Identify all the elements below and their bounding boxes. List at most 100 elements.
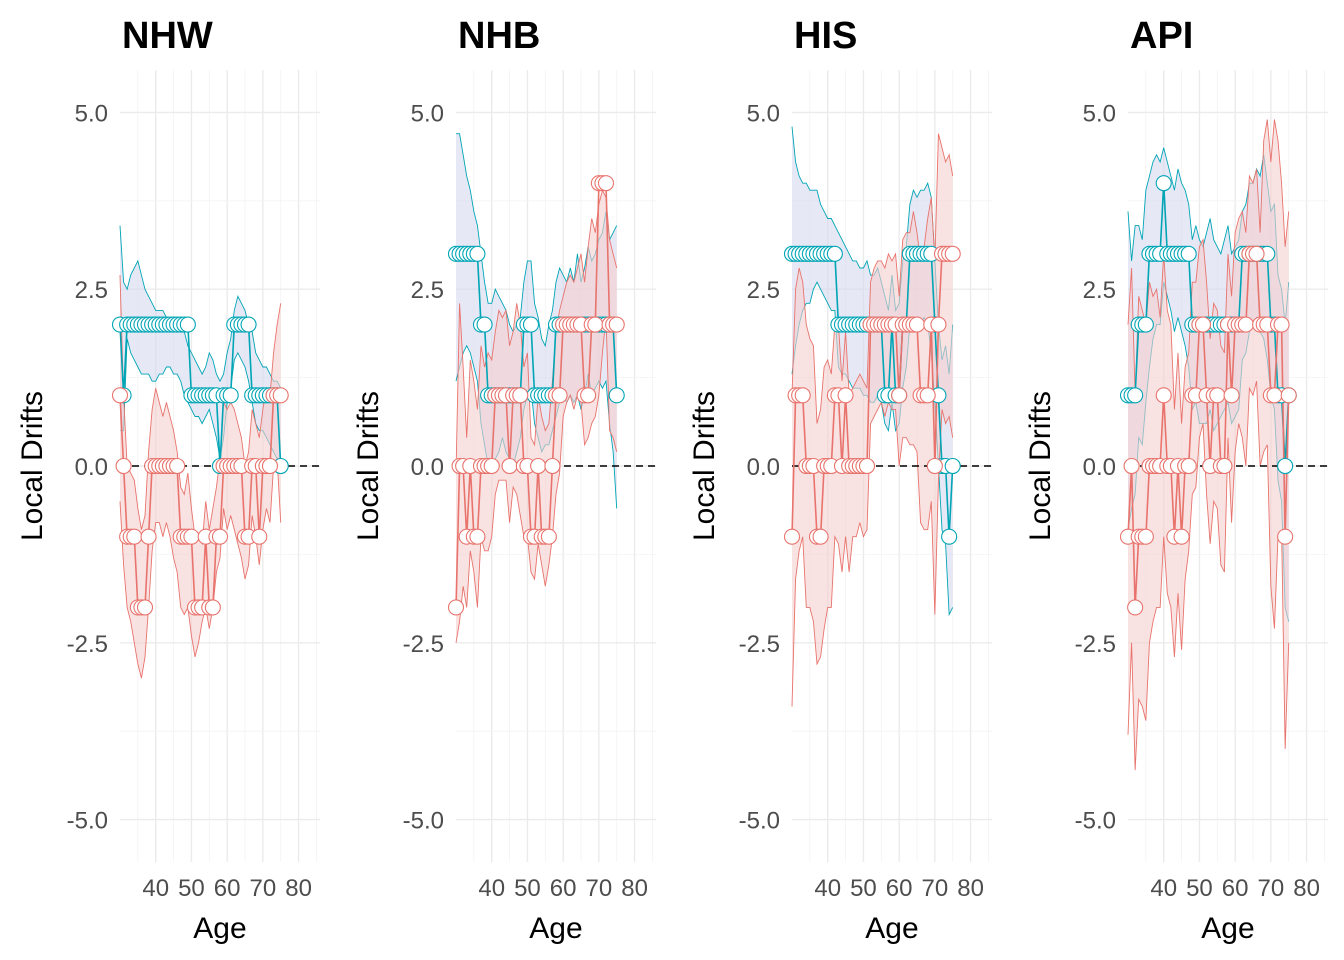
band-lower-edge	[119, 457, 282, 679]
data-point-red	[908, 316, 926, 333]
x-tick-label: 80	[957, 875, 984, 902]
x-tick-label: 60	[550, 875, 577, 902]
data-point-red	[136, 599, 154, 616]
panel-title: API	[1130, 15, 1193, 57]
x-tick-label: 40	[1150, 875, 1177, 902]
data-point-red	[1155, 387, 1172, 404]
y-tick-label: 2.5	[747, 277, 780, 304]
data-point-red	[1194, 316, 1212, 333]
data-point-red	[926, 457, 943, 475]
data-point-teal	[608, 387, 625, 404]
band-upper-edge	[1127, 119, 1290, 424]
data-point-red	[447, 599, 465, 616]
data-point-teal	[826, 245, 843, 262]
panel-nhw: NHW Local Drifts Age 5.0 2.5 0.0 -2.5 -5.0 40…	[16, 15, 320, 945]
y-axis-title: Local Drifts	[688, 391, 721, 541]
data-point-red	[126, 528, 143, 545]
data-point-teal	[222, 387, 239, 404]
data-point-red	[587, 316, 604, 333]
data-point-teal	[1127, 387, 1144, 404]
y-tick-label: -5.0	[403, 808, 444, 835]
x-tick-label: 70	[250, 875, 277, 902]
band-upper-edge	[791, 133, 954, 424]
data-point-red	[183, 528, 200, 545]
band-lower-edge	[120, 338, 282, 474]
x-axis-title: Age	[529, 912, 582, 945]
x-tick-label: 40	[814, 875, 841, 902]
data-point-teal	[522, 316, 540, 333]
data-point-red	[469, 528, 486, 545]
data-point-red	[1248, 245, 1265, 262]
data-point-red	[544, 457, 561, 475]
band-lower-edge	[791, 401, 954, 707]
confidence-band-red	[456, 190, 617, 643]
data-point-red	[1123, 457, 1140, 475]
data-point-red	[530, 457, 547, 475]
data-point-red	[794, 387, 811, 404]
data-point-red	[837, 387, 854, 404]
x-tick-label: 50	[1186, 875, 1213, 902]
data-point-red	[1127, 599, 1144, 616]
y-tick-label: -2.5	[403, 631, 444, 658]
data-point-red	[580, 387, 597, 404]
band-upper-edge	[119, 225, 282, 389]
data-point-red	[211, 528, 229, 545]
confidence-band-teal	[120, 225, 281, 474]
x-tick-label: 70	[922, 875, 949, 902]
y-tick-label: 0.0	[747, 454, 780, 481]
y-tick-label: -2.5	[67, 631, 108, 658]
data-point-red	[1209, 387, 1226, 404]
data-point-red	[919, 387, 936, 404]
y-tick-label: 0.0	[411, 454, 444, 481]
data-point-red	[204, 599, 221, 616]
data-point-teal	[240, 316, 257, 333]
y-tick-label: -2.5	[1075, 631, 1116, 658]
data-point-teal	[469, 245, 486, 262]
data-point-red	[261, 457, 279, 475]
x-tick-label: 80	[621, 875, 648, 902]
x-tick-label: 60	[886, 875, 913, 902]
data-point-teal	[1180, 245, 1197, 262]
band-upper-edge	[1127, 147, 1290, 325]
data-point-red	[1280, 387, 1297, 404]
data-point-teal	[1277, 457, 1294, 475]
data-point-red	[115, 457, 132, 475]
x-axis-title: Age	[1201, 912, 1254, 945]
x-tick-label: 50	[178, 875, 205, 902]
data-point-red	[1273, 316, 1290, 333]
y-tick-label: 5.0	[411, 100, 444, 127]
data-point-red	[501, 457, 518, 475]
x-tick-label: 50	[850, 875, 877, 902]
data-point-teal	[476, 316, 493, 333]
panel-nhb: NHB Local Drifts Age 5.0 2.5 0.0 -2.5 -5.0 40…	[352, 15, 656, 945]
panel-title: HIS	[794, 15, 857, 57]
y-tick-label: -5.0	[67, 808, 108, 835]
data-point-red	[272, 387, 289, 404]
y-tick-label: 5.0	[75, 100, 108, 127]
data-point-teal	[941, 528, 958, 545]
data-point-red	[1223, 387, 1240, 404]
x-tick-label: 70	[1258, 875, 1285, 902]
data-point-red	[551, 387, 568, 404]
data-point-red	[140, 528, 157, 545]
y-tick-label: -2.5	[739, 631, 780, 658]
data-point-red	[251, 528, 268, 545]
panel-api: API Local Drifts Age 5.0 2.5 0.0 -2.5 -5.0 40…	[1024, 15, 1328, 945]
y-tick-label: -5.0	[1075, 808, 1116, 835]
data-point-red	[1277, 528, 1294, 545]
data-point-red	[812, 528, 829, 545]
x-tick-label: 60	[1222, 875, 1249, 902]
data-point-red	[930, 316, 947, 333]
x-tick-label: 60	[214, 875, 241, 902]
y-tick-label: 0.0	[75, 454, 108, 481]
y-axis-title: Local Drifts	[16, 391, 49, 541]
x-tick-label: 40	[478, 875, 505, 902]
y-tick-label: -5.0	[739, 808, 780, 835]
y-tick-label: 2.5	[411, 277, 444, 304]
band-lower-edge	[455, 317, 618, 643]
data-point-red	[858, 457, 876, 475]
x-axis-title: Age	[865, 912, 918, 945]
data-point-red	[111, 387, 129, 404]
data-point-red	[783, 528, 801, 545]
data-point-red	[169, 457, 186, 475]
